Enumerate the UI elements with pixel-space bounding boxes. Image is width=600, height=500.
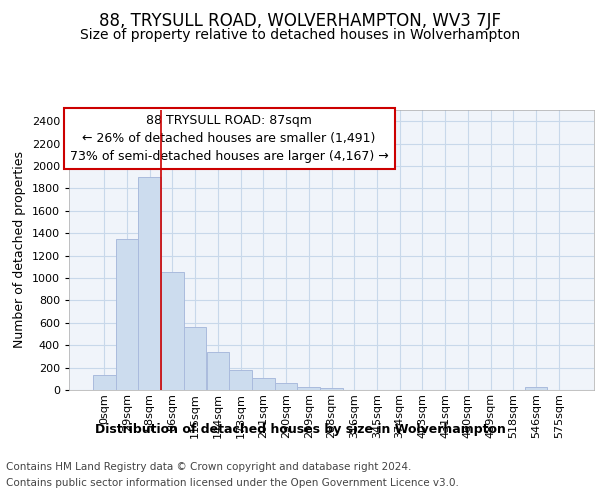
Text: Size of property relative to detached houses in Wolverhampton: Size of property relative to detached ho… (80, 28, 520, 42)
Text: Contains public sector information licensed under the Open Government Licence v3: Contains public sector information licen… (6, 478, 459, 488)
Bar (320, 388, 343, 390)
Bar (229, 370, 252, 390)
Bar (139, 177, 161, 390)
Bar (298, 386, 320, 390)
Bar (161, 272, 184, 390)
Text: Distribution of detached houses by size in Wolverhampton: Distribution of detached houses by size … (95, 422, 505, 436)
Bar (206, 352, 229, 390)
Bar (93, 376, 116, 390)
Text: Contains HM Land Registry data © Crown copyright and database right 2024.: Contains HM Land Registry data © Crown c… (6, 462, 412, 472)
Y-axis label: Number of detached properties: Number of detached properties (13, 152, 26, 348)
Bar (116, 239, 139, 390)
Text: 88 TRYSULL ROAD: 87sqm
← 26% of detached houses are smaller (1,491)
73% of semi-: 88 TRYSULL ROAD: 87sqm ← 26% of detached… (70, 114, 389, 163)
Bar (275, 384, 298, 390)
Bar (184, 328, 206, 390)
Bar (524, 387, 547, 390)
Bar (252, 378, 275, 390)
Text: 88, TRYSULL ROAD, WOLVERHAMPTON, WV3 7JF: 88, TRYSULL ROAD, WOLVERHAMPTON, WV3 7JF (99, 12, 501, 30)
